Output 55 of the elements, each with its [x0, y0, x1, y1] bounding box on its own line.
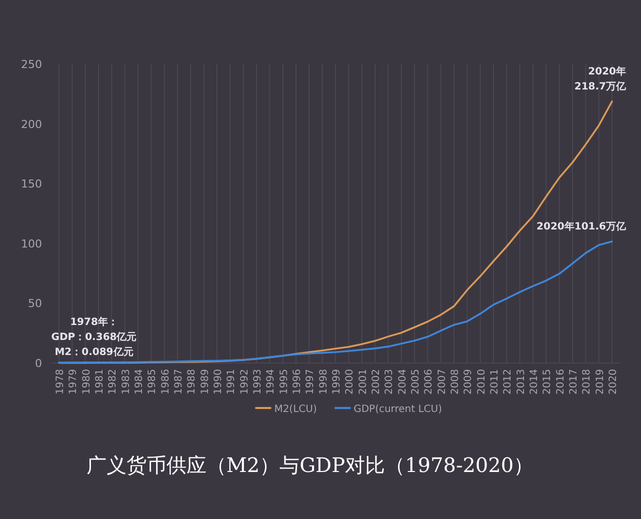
x-tick-label: 2016 [555, 369, 566, 394]
x-tick-label: 1994 [266, 369, 277, 394]
x-tick-label: 2003 [384, 369, 396, 394]
x-tick-label: 1982 [108, 369, 119, 394]
x-tick-label: 1989 [200, 369, 211, 394]
y-tick-label: 150 [21, 178, 42, 191]
x-tick-label: 2008 [450, 369, 461, 394]
x-tick-label: 2010 [476, 369, 488, 394]
x-tick-label: 2002 [371, 369, 382, 394]
x-tick-label: 1996 [292, 369, 303, 394]
x-tick-label: 2004 [397, 369, 408, 394]
x-tick-label: 1992 [239, 369, 250, 394]
x-tick-label: 1998 [318, 369, 330, 394]
x-tick-label: 1978 [55, 369, 66, 394]
x-tick-label: 2006 [424, 369, 435, 394]
y-tick-label: 250 [21, 58, 42, 71]
y-tick-label: 50 [28, 297, 42, 310]
x-tick-label: 2018 [582, 369, 593, 394]
x-tick-label: 1983 [120, 369, 132, 394]
x-tick-label: 2000 [344, 369, 356, 394]
x-tick-label: 1999 [332, 369, 342, 394]
x-tick-label: 1987 [174, 369, 184, 394]
x-tick-label: 2012 [502, 369, 514, 394]
x-tick-label: 2009 [463, 369, 474, 394]
x-tick-label: 1980 [81, 369, 92, 394]
x-tick-label: 2017 [568, 369, 580, 394]
y-tick-label: 100 [21, 237, 42, 250]
x-tick-label: 2014 [529, 369, 540, 394]
x-tick-label: 1986 [160, 369, 172, 394]
annotation: 2020年 218.7万亿 [574, 65, 627, 92]
y-tick-label: 200 [21, 118, 42, 131]
x-tick-label: 1985 [147, 369, 158, 394]
x-tick-label: 2020 [608, 369, 619, 394]
x-tick-label: 1979 [68, 369, 80, 394]
x-tick-label: 1993 [252, 369, 264, 394]
y-tick-label: 0 [35, 357, 42, 370]
x-tick-label: 2015 [542, 369, 554, 394]
x-tick-label: 1988 [186, 369, 198, 394]
x-tick-label: 1981 [94, 369, 106, 394]
x-tick-label: 2013 [516, 369, 527, 394]
x-tick-label: 1995 [278, 369, 290, 394]
x-tick-label: 2005 [410, 369, 422, 394]
x-tick-label: 2011 [490, 369, 500, 394]
x-tick-label: 1997 [305, 369, 316, 394]
annotation: 2020年101.6万亿 [536, 220, 627, 232]
x-tick-label: 2007 [436, 369, 448, 394]
x-tick-label: 2019 [594, 369, 606, 394]
text: 广义货币供应（M2）与GDP对比（1978-2020） [86, 453, 534, 477]
annotation: 1978年： GDP：0.368亿元 M2：0.089亿元 [51, 316, 137, 358]
legend-label: GDP(current LCU) [354, 404, 442, 415]
x-tick-label: 2001 [358, 369, 369, 394]
legend-label: M2(LCU) [274, 404, 317, 415]
x-tick-label: 1990 [213, 369, 224, 394]
x-tick-label: 1991 [226, 369, 238, 394]
x-tick-label: 1984 [134, 369, 145, 394]
